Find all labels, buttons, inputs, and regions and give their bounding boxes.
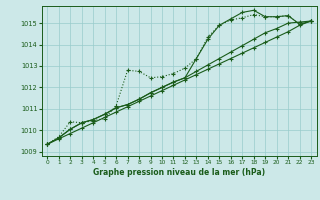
X-axis label: Graphe pression niveau de la mer (hPa): Graphe pression niveau de la mer (hPa) — [93, 168, 265, 177]
